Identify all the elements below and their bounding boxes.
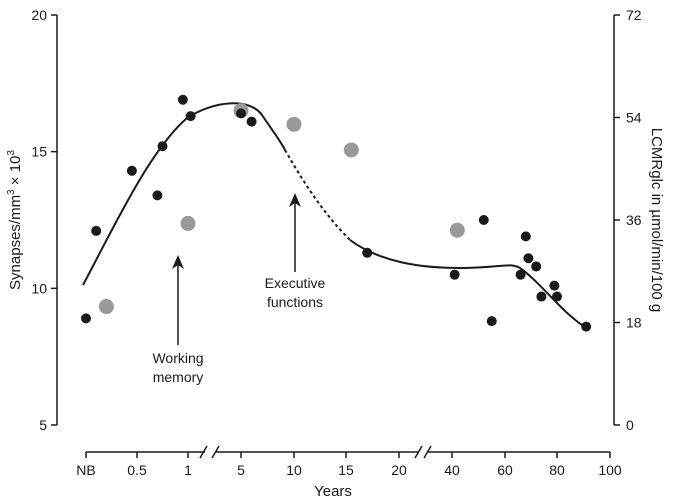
annotation-text: Executive [265,275,326,291]
synapse-point [552,291,562,302]
right-y-tick-label: 0 [626,417,634,433]
lcmrglc-point [449,222,465,238]
left-y-tick-label: 20 [31,7,47,23]
synapse-point [515,269,526,280]
annotation-text: memory [153,369,204,385]
synapse-point [362,247,373,258]
right-y-tick-label: 54 [626,110,642,126]
synapse-point [520,231,531,242]
right-y-tick-label: 36 [626,212,642,228]
left-y-tick-label: 5 [39,417,47,433]
synapse-point [185,111,196,122]
right-y-tick-label: 72 [626,7,642,23]
x-tick-label: NB [76,462,95,478]
x-tick-label: 10 [286,462,302,478]
left-y-axis-title: Synapses/mm3 × 103 [6,150,24,290]
x-tick-label: 100 [598,462,622,478]
trend-curve-solid-late [349,239,583,326]
lcmrglc-point [343,142,359,158]
x-axis-break-mark [199,445,208,459]
lcmrglc-point [180,215,196,231]
x-tick-label: 15 [338,462,354,478]
annotation-text: Working [152,350,203,366]
x-axis-break-mark [423,445,432,459]
lcmrglc-point [286,116,302,132]
x-tick-label: 60 [497,462,513,478]
synapse-point [157,141,168,152]
x-axis-break-mark [414,445,423,459]
x-tick-label: 20 [391,462,407,478]
synapse-point [126,165,137,176]
synapse-point [152,190,163,201]
lcmrglc-point [98,299,114,315]
x-tick-label: 1 [184,462,192,478]
annotation-arrow-head [289,193,301,207]
synapse-point [177,94,188,105]
synapse-point [549,280,560,291]
data-points [81,94,592,332]
synapse-point [478,215,489,225]
annotations: Working memory Executive functions [152,193,326,385]
synapse-point [536,291,547,302]
synapse-point [246,116,257,127]
x-tick-label: 40 [444,462,460,478]
right-y-axis-title: LCMRglc in µmol/min/100 g [648,128,665,313]
axes [51,14,620,459]
x-axis-title: Years [314,483,352,500]
left-y-tick-label: 10 [31,280,47,296]
synapse-point [236,108,246,119]
synapse-point [81,313,91,324]
x-tick-label: 80 [549,462,565,478]
annotation-arrow-head [172,255,184,269]
x-axis-break-mark [211,445,220,459]
synapse-point [486,316,497,327]
synapse-point [581,321,592,332]
right-y-tick-label: 18 [626,315,642,331]
left-y-tick-label: 15 [31,144,47,160]
trend-curve [82,102,583,326]
x-tick-label: 5 [237,462,245,478]
trend-curve-dashed [284,149,351,241]
synapse-point [449,269,460,280]
x-tick-label: 0.5 [127,462,147,478]
trend-curve-solid-early [82,102,286,286]
synapse-point [91,225,102,236]
annotation-text: functions [267,294,323,310]
synapse-point [523,253,534,264]
synapse-point [531,261,542,272]
